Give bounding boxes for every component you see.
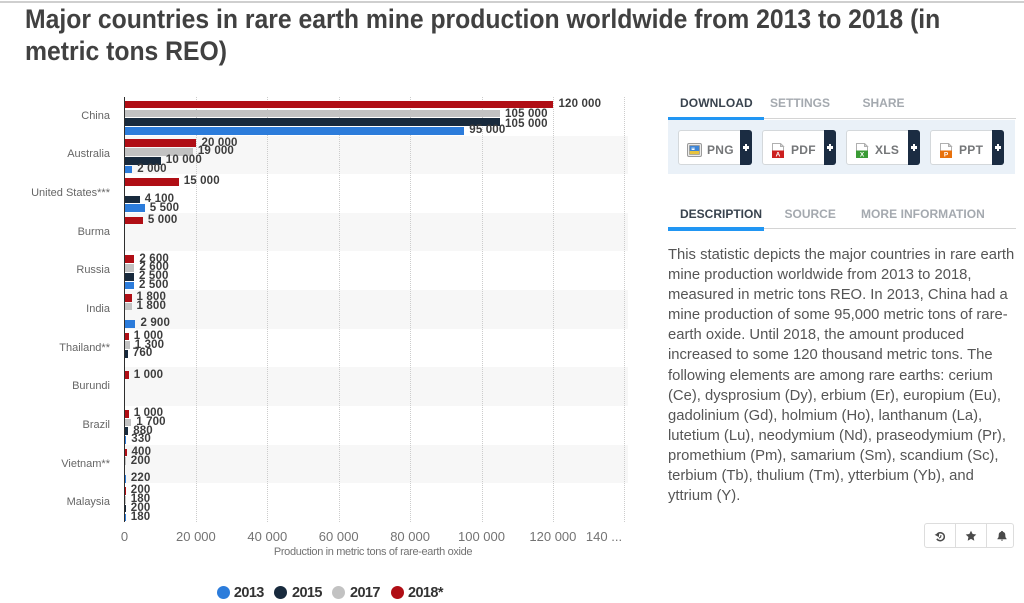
svg-text:X: X (860, 152, 865, 158)
svg-text:A: A (776, 152, 781, 158)
svg-text:P: P (944, 152, 949, 158)
